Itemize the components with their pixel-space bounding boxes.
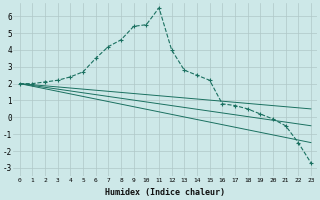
X-axis label: Humidex (Indice chaleur): Humidex (Indice chaleur) <box>105 188 225 197</box>
